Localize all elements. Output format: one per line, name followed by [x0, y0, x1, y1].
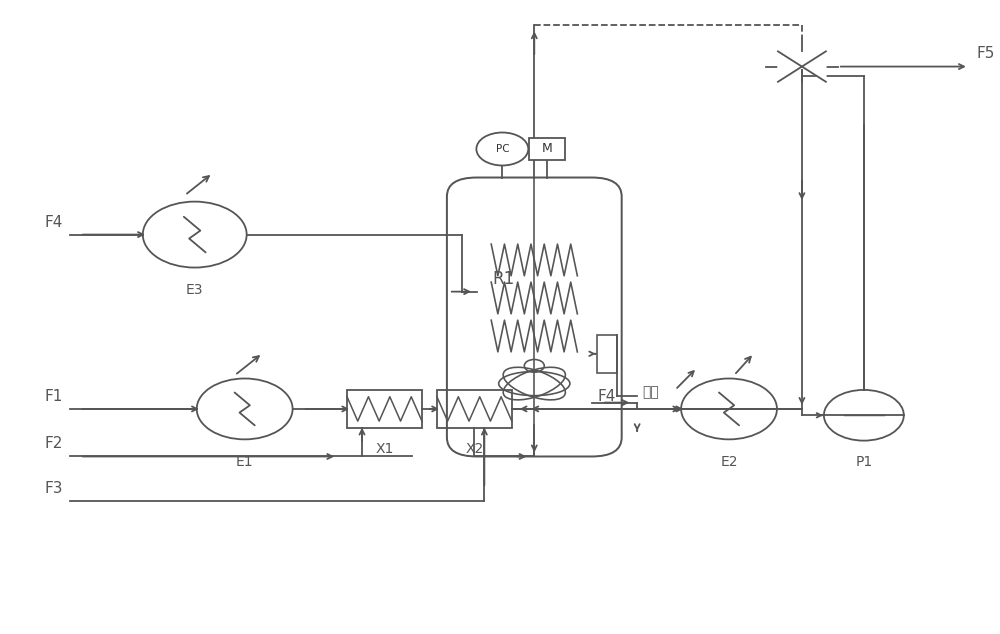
Text: F4: F4	[597, 389, 616, 404]
Bar	[347, 390, 422, 428]
Text: X1: X1	[375, 442, 394, 456]
Text: X2: X2	[465, 442, 483, 456]
Text: F3: F3	[45, 481, 63, 496]
Text: E1: E1	[236, 455, 253, 469]
Text: M: M	[542, 143, 553, 155]
Polygon shape	[778, 51, 802, 82]
Text: F1: F1	[45, 389, 63, 404]
Text: P1: P1	[855, 455, 872, 469]
Bar	[437, 390, 512, 428]
Polygon shape	[802, 51, 826, 82]
Text: F5: F5	[977, 46, 995, 61]
Bar	[597, 335, 617, 373]
Bar	[529, 138, 565, 160]
Text: F2: F2	[45, 436, 63, 451]
Text: PC: PC	[496, 144, 509, 154]
Circle shape	[476, 133, 528, 165]
Text: R1: R1	[492, 270, 514, 288]
Text: F4: F4	[45, 214, 63, 230]
Text: E3: E3	[186, 283, 203, 297]
Text: E2: E2	[720, 455, 738, 469]
Text: 回水: 回水	[642, 385, 659, 399]
